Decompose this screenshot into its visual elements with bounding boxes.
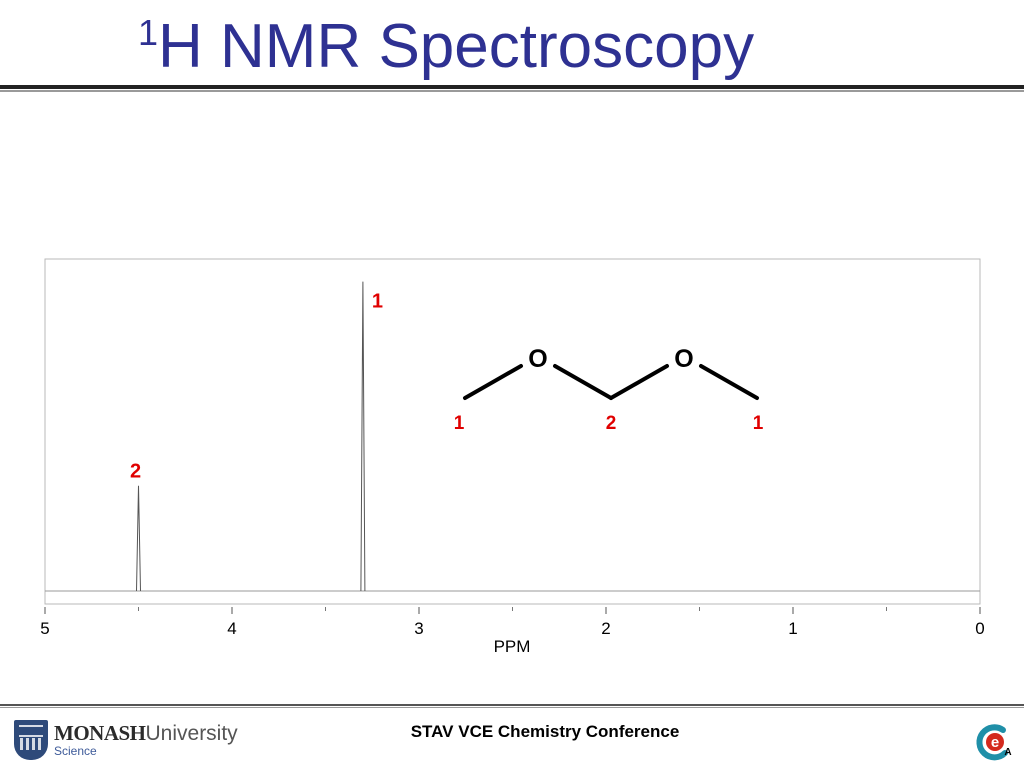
footer-divider-shadow: [0, 707, 1024, 708]
x-axis-ticks: 5 4 3 2 1 0: [40, 607, 985, 638]
title-superscript: 1: [138, 12, 159, 53]
cea-logo-letter: e: [991, 734, 999, 751]
oxygen-atom-1: O: [528, 345, 547, 373]
x-tick-label: 2: [601, 619, 610, 638]
title-divider: [0, 85, 1024, 89]
monash-logo: MONASHUniversity Science: [14, 720, 238, 762]
title-main: H NMR Spectroscopy: [158, 12, 755, 81]
monash-name-bold: MONASH: [54, 721, 146, 745]
x-tick-label: 0: [975, 619, 984, 638]
nmr-peak: [136, 485, 141, 592]
monash-crest-icon: [14, 720, 48, 760]
molecule-structure: O O 1 2 1: [454, 345, 764, 434]
monash-name-rest: University: [145, 722, 238, 745]
peak-label: 2: [130, 461, 141, 483]
bond-c2-o2: [609, 364, 669, 400]
bond-o2-c3: [699, 364, 759, 400]
x-tick-label: 3: [414, 619, 423, 638]
x-axis-label: PPM: [494, 637, 531, 656]
conference-name: STAV VCE Chemistry Conference: [410, 722, 680, 741]
bond-o1-c2: [553, 364, 613, 400]
page-title: 1H NMR Spectroscopy: [138, 8, 754, 86]
peak-labels: 21: [130, 291, 383, 483]
carbon-label-2: 2: [606, 413, 617, 434]
oxygen-atom-2: O: [674, 345, 693, 373]
bond-c1-o1: [463, 364, 523, 400]
cea-logo-small-letter: A: [1004, 747, 1011, 758]
monash-wordmark: MONASHUniversity: [54, 722, 238, 745]
title-divider-shadow: [0, 90, 1024, 92]
spectrum: [45, 281, 980, 592]
plot-frame: [44, 258, 981, 605]
x-tick-label: 5: [40, 619, 49, 638]
cea-logo-arc: [976, 724, 1008, 761]
monash-faculty: Science: [54, 744, 97, 758]
cea-logo-icon: e A: [976, 724, 1012, 761]
footer-divider: [0, 704, 1024, 706]
carbon-label-3: 1: [753, 413, 764, 434]
nmr-peak: [360, 281, 366, 592]
carbon-label-1: 1: [454, 413, 465, 434]
cea-logo-core: [986, 733, 1004, 751]
x-tick-label: 1: [788, 619, 797, 638]
x-tick-label: 4: [227, 619, 236, 638]
peak-label: 1: [372, 291, 383, 313]
